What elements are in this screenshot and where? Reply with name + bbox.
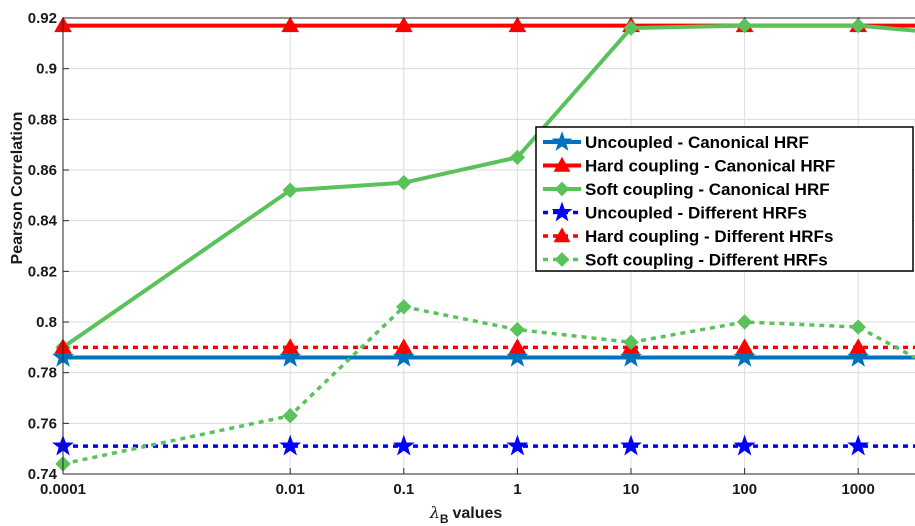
data-point-marker — [506, 345, 529, 367]
y-tick-label: 0.74 — [28, 466, 58, 483]
data-point-marker — [847, 434, 870, 456]
x-tick-label: 0.1 — [393, 481, 414, 498]
x-axis-label-symbol: λ — [429, 503, 440, 522]
data-point-marker — [282, 182, 298, 198]
series-5 — [55, 299, 915, 472]
legend-label: Soft coupling - Canonical HRF — [585, 180, 830, 199]
data-point-marker — [392, 345, 415, 367]
data-point-marker — [733, 345, 756, 367]
legend-box — [535, 126, 914, 272]
data-point-marker — [850, 319, 866, 335]
data-point-marker — [281, 338, 300, 354]
x-axis-label: λB values — [429, 503, 503, 526]
data-point-marker — [736, 17, 753, 34]
data-point-marker — [396, 174, 412, 191]
legend-marker — [554, 181, 570, 197]
y-tick-label: 0.88 — [28, 111, 57, 128]
data-point-marker — [847, 345, 870, 367]
legend-marker — [553, 227, 571, 243]
series-0 — [52, 345, 915, 367]
legend-label: Soft coupling - Different HRFs — [585, 251, 828, 270]
data-point-marker — [623, 20, 639, 36]
y-axis-label: Pearson Correlation — [9, 112, 26, 265]
x-tick-label: 10 — [623, 481, 640, 498]
x-tick-label: 1 — [513, 481, 521, 498]
legend-marker — [551, 201, 573, 222]
y-tick-label: 0.78 — [28, 365, 57, 382]
axes — [62, 17, 915, 475]
data-point-marker — [850, 17, 866, 34]
series-line — [62, 305, 915, 466]
y-tick-label: 0.86 — [28, 162, 57, 179]
data-point-marker — [394, 338, 413, 354]
data-point-marker — [279, 345, 302, 367]
data-point-marker — [279, 434, 302, 456]
data-point-marker — [735, 338, 754, 354]
data-point-marker — [849, 338, 868, 354]
legend: Uncoupled - Canonical HRF Hard coupling -… — [535, 126, 914, 272]
data-point-marker — [282, 408, 298, 424]
data-point-marker — [733, 434, 756, 456]
x-axis-label-text: values — [453, 505, 503, 522]
data-point-marker — [509, 321, 526, 338]
y-tick-label: 0.76 — [28, 415, 57, 432]
x-axis-label-subscript: B — [440, 512, 449, 526]
y-tick-label: 0.9 — [36, 61, 57, 78]
legend-marker — [551, 130, 573, 151]
tick-labels: 0.74 0.76 0.78 0.8 0.82 0.84 0.86 0.88 0.9 0.92 0.… — [28, 10, 875, 498]
legend-label: Hard coupling - Canonical HRF — [585, 157, 835, 176]
legend-marker — [554, 252, 570, 267]
data-point-marker — [620, 434, 642, 456]
legend-label: Uncoupled - Canonical HRF — [585, 133, 809, 152]
data-point-marker — [620, 345, 642, 367]
x-tick-label: 0.0001 — [40, 481, 86, 498]
x-tick-label: 1000 — [842, 481, 875, 498]
data-point-marker — [509, 149, 526, 166]
data-point-marker — [736, 314, 753, 330]
series-4 — [54, 338, 915, 354]
y-tick-label: 0.92 — [28, 10, 57, 27]
data-point-marker — [508, 16, 527, 33]
data-point-marker — [394, 16, 413, 33]
y-tick-label: 0.8 — [36, 314, 57, 331]
legend-label: Uncoupled - Different HRFs — [585, 204, 807, 223]
data-point-marker — [396, 299, 412, 315]
data-point-marker — [508, 338, 527, 354]
data-point-marker — [392, 434, 415, 456]
series-line — [61, 23, 915, 349]
data-point-marker — [623, 334, 639, 350]
data-point-marker — [506, 434, 529, 456]
series-layer — [52, 16, 915, 472]
y-tick-label: 0.84 — [28, 213, 58, 230]
x-tick-label: 100 — [732, 481, 757, 498]
legend-marker — [553, 156, 571, 172]
x-tick-label: 0.01 — [276, 481, 305, 498]
legend-label: Hard coupling - Different HRFs — [585, 227, 833, 246]
y-tick-label: 0.82 — [28, 263, 57, 280]
data-point-marker — [281, 16, 300, 33]
